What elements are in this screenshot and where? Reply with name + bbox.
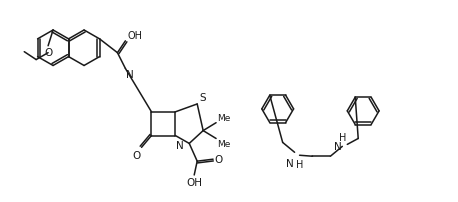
Text: O: O	[132, 150, 141, 161]
Text: OH: OH	[186, 177, 202, 187]
Text: N: N	[126, 70, 134, 80]
Text: S: S	[199, 93, 206, 102]
Text: H: H	[295, 159, 303, 169]
Text: N: N	[176, 141, 184, 151]
Text: O: O	[44, 47, 52, 57]
Text: O: O	[214, 154, 222, 164]
Text: OH: OH	[127, 31, 142, 41]
Text: N: N	[286, 158, 294, 168]
Text: Me: Me	[217, 113, 230, 122]
Text: H: H	[338, 133, 346, 143]
Text: Me: Me	[217, 140, 230, 149]
Text: N: N	[333, 142, 341, 152]
